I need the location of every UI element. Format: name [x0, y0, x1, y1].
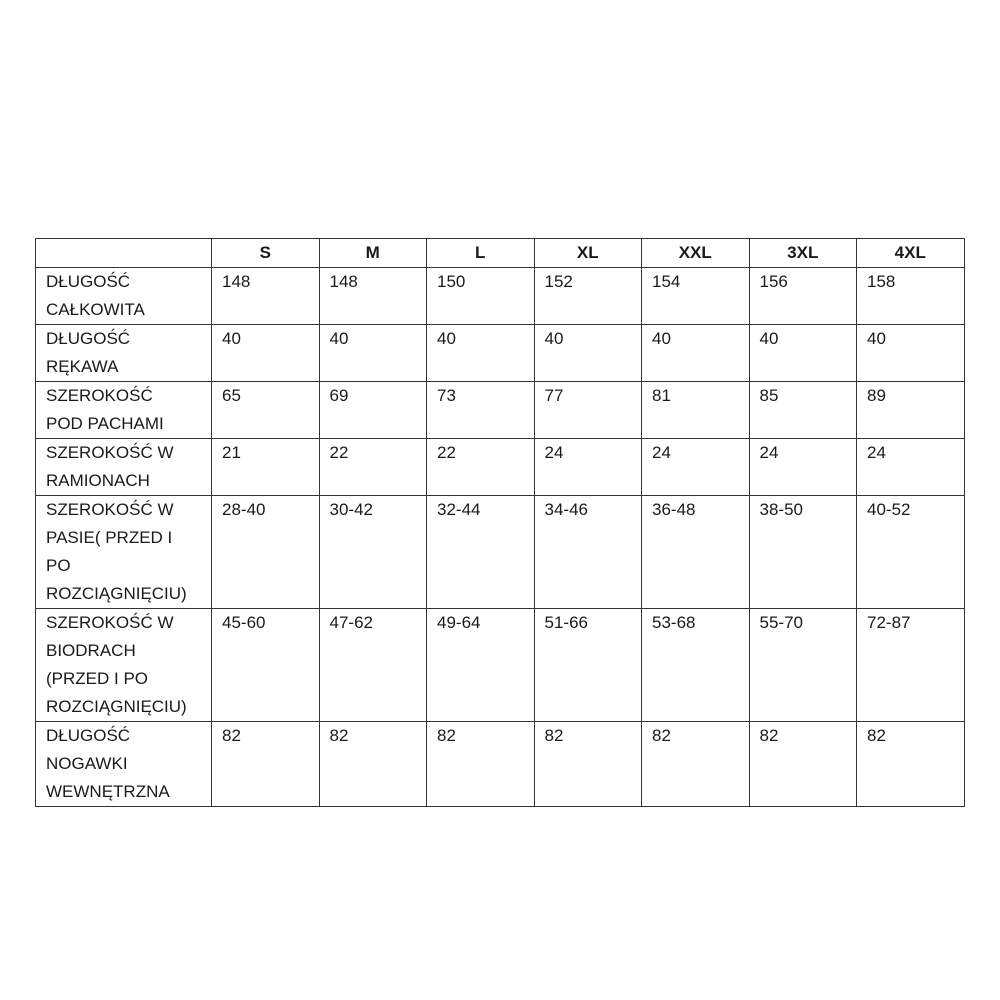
size-value: 85 [748, 381, 857, 439]
table-row: DŁUGOŚĆ RĘKAWA 40 40 40 40 40 40 40 [35, 324, 965, 382]
table-row: DŁUGOŚĆ NOGAWKI WEWNĘTRZNA 82 82 82 82 82 82 82 [35, 721, 965, 807]
measurement-label: SZEROKOŚĆ W RAMIONACH [35, 438, 212, 496]
size-value: 156 [748, 267, 857, 325]
size-value: 82 [318, 721, 427, 807]
size-value: 89 [856, 381, 965, 439]
size-value: 40 [641, 324, 750, 382]
table-row: SZEROKOŚĆ W RAMIONACH 21 22 22 24 24 24 24 [35, 438, 965, 496]
size-value: 73 [426, 381, 535, 439]
table-row: DŁUGOŚĆ CAŁKOWITA 148 148 150 152 154 156 158 [35, 267, 965, 325]
size-header-s: S [211, 238, 320, 268]
size-value: 72-87 [856, 608, 965, 722]
size-header-l: L [426, 238, 535, 268]
table-row: SZEROKOŚĆ POD PACHAMI 65 69 73 77 81 85 89 [35, 381, 965, 439]
size-value: 40 [748, 324, 857, 382]
size-value: 47-62 [318, 608, 427, 722]
measurement-label: SZEROKOŚĆ POD PACHAMI [35, 381, 212, 439]
header-row: S M L XL XXL 3XL 4XL [35, 238, 965, 268]
size-value: 40 [318, 324, 427, 382]
size-value: 32-44 [426, 495, 535, 609]
size-value: 36-48 [641, 495, 750, 609]
measurement-label: DŁUGOŚĆ NOGAWKI WEWNĘTRZNA [35, 721, 212, 807]
size-value: 53-68 [641, 608, 750, 722]
header-corner [35, 238, 212, 268]
size-value: 82 [426, 721, 535, 807]
size-value: 40 [856, 324, 965, 382]
size-value: 24 [856, 438, 965, 496]
size-value: 40 [533, 324, 642, 382]
size-value: 30-42 [318, 495, 427, 609]
size-value: 55-70 [748, 608, 857, 722]
size-value: 22 [318, 438, 427, 496]
size-value: 77 [533, 381, 642, 439]
size-value: 148 [211, 267, 320, 325]
size-value: 69 [318, 381, 427, 439]
measurement-label: SZEROKOŚĆ W PASIE( PRZED I PO ROZCIĄGNIĘ… [35, 495, 212, 609]
size-value: 82 [856, 721, 965, 807]
size-header-xl: XL [533, 238, 642, 268]
size-value: 152 [533, 267, 642, 325]
size-value: 24 [748, 438, 857, 496]
size-value: 24 [641, 438, 750, 496]
table-row: SZEROKOŚĆ W BIODRACH (PRZED I PO ROZCIĄG… [35, 608, 965, 722]
size-value: 21 [211, 438, 320, 496]
size-value: 51-66 [533, 608, 642, 722]
size-value: 154 [641, 267, 750, 325]
size-value: 22 [426, 438, 535, 496]
size-header-4xl: 4XL [856, 238, 965, 268]
size-value: 82 [748, 721, 857, 807]
size-table: S M L XL XXL 3XL 4XL DŁUGOŚĆ CAŁKOWITA 148 148 15… [35, 238, 965, 807]
size-header-3xl: 3XL [748, 238, 857, 268]
size-value: 82 [211, 721, 320, 807]
measurement-label: DŁUGOŚĆ RĘKAWA [35, 324, 212, 382]
size-value: 40-52 [856, 495, 965, 609]
size-value: 150 [426, 267, 535, 325]
size-value: 49-64 [426, 608, 535, 722]
size-value: 38-50 [748, 495, 857, 609]
size-header-m: M [318, 238, 427, 268]
measurement-label: DŁUGOŚĆ CAŁKOWITA [35, 267, 212, 325]
size-value: 82 [533, 721, 642, 807]
size-value: 45-60 [211, 608, 320, 722]
measurement-label: SZEROKOŚĆ W BIODRACH (PRZED I PO ROZCIĄG… [35, 608, 212, 722]
size-header-xxl: XXL [641, 238, 750, 268]
table-row: SZEROKOŚĆ W PASIE( PRZED I PO ROZCIĄGNIĘ… [35, 495, 965, 609]
size-value: 40 [211, 324, 320, 382]
size-value: 65 [211, 381, 320, 439]
size-value: 24 [533, 438, 642, 496]
size-value: 81 [641, 381, 750, 439]
size-value: 158 [856, 267, 965, 325]
size-value: 82 [641, 721, 750, 807]
size-value: 148 [318, 267, 427, 325]
size-value: 28-40 [211, 495, 320, 609]
size-value: 40 [426, 324, 535, 382]
size-value: 34-46 [533, 495, 642, 609]
